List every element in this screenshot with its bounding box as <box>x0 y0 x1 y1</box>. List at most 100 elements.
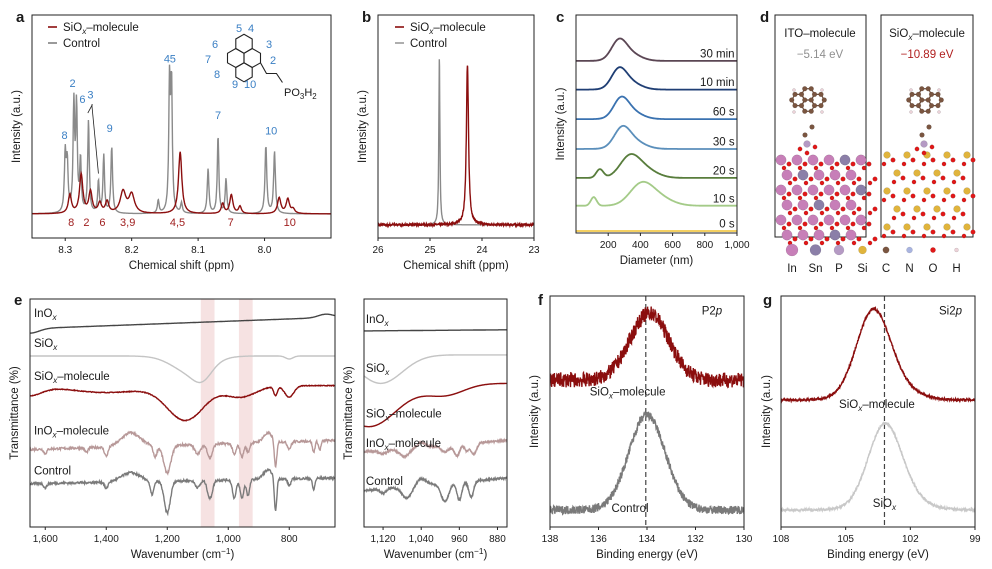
series-line-siox-molecule <box>378 65 534 229</box>
element-in-swatch <box>785 243 799 257</box>
legend-label: SiOx–molecule <box>63 22 139 36</box>
annotation-label: 0 s <box>719 219 735 231</box>
x-tick-label: 400 <box>632 240 649 251</box>
x-tick-label: 1,200 <box>155 534 180 545</box>
element-o-swatch <box>930 247 936 253</box>
plot-frame <box>780 295 976 528</box>
annotation-label: 9 <box>107 123 113 135</box>
annotation-label: 10 s <box>713 193 735 205</box>
annotation-label: InOx–molecule <box>34 426 109 440</box>
panel-label-a: a <box>16 9 25 26</box>
annotation-label: SiOx–molecule <box>590 386 666 400</box>
y-axis-label: Intensity (a.u.) <box>529 375 541 448</box>
atomic-structure-render <box>775 86 976 246</box>
annotation-label: 7 <box>228 217 234 229</box>
panel-label-d: d <box>760 9 769 26</box>
y-axis-label: Intensity (a.u.) <box>357 90 369 163</box>
atom-label: 7 <box>205 54 211 66</box>
ito-model-title: ITO–molecule <box>784 28 855 40</box>
annotation-label: InOx <box>366 314 390 328</box>
x-tick-label: 136 <box>590 534 607 545</box>
y-axis-label: Transmittance (%) <box>343 366 355 460</box>
series-line-inox-molecule <box>30 430 335 476</box>
panel-label-g: g <box>763 292 772 309</box>
plot-frame <box>29 298 336 528</box>
x-tick-label: 800 <box>281 534 298 545</box>
panel-d-dft-models: d ITO–molecule SiOx–molecule −5.14 eV −1… <box>760 9 976 275</box>
x-tick-label: 600 <box>664 240 681 251</box>
series-line-control <box>364 475 507 503</box>
element-label: H <box>952 263 960 275</box>
panel-c: 200 400 600 800 1,000 Diameter (nm) Intensity … <box>555 9 750 267</box>
annotation-label: InOx <box>34 308 58 322</box>
series-line-20-s <box>576 153 737 179</box>
annotation-label: 7 <box>215 110 221 122</box>
x-tick-label: 132 <box>687 534 704 545</box>
x-tick-label: 99 <box>969 534 981 545</box>
element-label: Sn <box>808 263 822 275</box>
x-tick-label: 105 <box>837 534 854 545</box>
y-axis-label: Intensity (a.u.) <box>555 87 567 160</box>
annotation-label: P2p <box>702 305 723 317</box>
series-line-inox <box>30 313 335 334</box>
x-tick-label: 23 <box>528 245 540 256</box>
siox-binding-energy: −10.89 eV <box>901 49 954 61</box>
x-tick-label: 102 <box>902 534 919 545</box>
element-label: In <box>787 263 797 275</box>
annotation-label: SiOx–molecule <box>34 371 110 385</box>
element-label: O <box>929 263 938 275</box>
x-axis-label: Binding energy (eV) <box>827 549 929 561</box>
series-line-siox <box>30 355 335 384</box>
series-line-control <box>378 59 534 226</box>
x-axis-label: Diameter (nm) <box>620 255 694 267</box>
x-axis-label: Chemical shift (ppm) <box>403 260 509 272</box>
x-tick-label: 130 <box>736 534 753 545</box>
panel-label-e: e <box>14 292 22 309</box>
x-tick-label: 200 <box>600 240 617 251</box>
atom-label: 10 <box>244 79 256 91</box>
panel-label-b: b <box>362 9 371 26</box>
series-line-control <box>30 467 335 517</box>
annotation-label: 60 s <box>713 107 735 119</box>
x-axis-label: Binding energy (eV) <box>596 549 698 561</box>
legend-label: Control <box>410 38 447 50</box>
x-tick-label: 8.2 <box>125 245 139 256</box>
annotation-label: Control <box>34 466 71 478</box>
annotation-label: 6 <box>99 217 105 229</box>
series-line-siox <box>364 354 507 385</box>
atom-label: 2 <box>270 55 276 67</box>
element-label: C <box>882 263 890 275</box>
siox-model-frame <box>880 14 974 238</box>
annotation-label: Control <box>611 503 648 515</box>
annotation-label: Si2p <box>939 305 963 317</box>
series-line-60-s <box>576 95 737 120</box>
x-tick-label: 880 <box>489 534 506 545</box>
pyrene-structure-diagram: 5 4 6 3 7 2 8 9 10 PO3H2 <box>205 23 317 101</box>
atom-label: 4 <box>248 23 254 35</box>
ito-binding-energy: −5.14 eV <box>797 49 844 61</box>
x-axis-label: Chemical shift (ppm) <box>129 260 235 272</box>
atom-label: 5 <box>236 23 242 35</box>
panel-e1: 1,600 1,400 1,200 1,000 800 Wavenumber (cm−1)… <box>9 292 336 561</box>
atom-label: 6 <box>212 39 218 51</box>
annotation-label: 5 <box>170 54 176 66</box>
annotation-label: SiOx–molecule <box>366 409 442 423</box>
annotation-label: 10 <box>265 126 277 138</box>
x-tick-label: 1,120 <box>371 534 396 545</box>
x-tick-label: 1,400 <box>94 534 119 545</box>
annotation-label: 8 <box>68 217 74 229</box>
element-label: Si <box>857 263 867 275</box>
annotation-label: SiOx <box>366 363 390 377</box>
x-axis-label: Wavenumber (cm−1) <box>384 547 488 561</box>
series-line-inox-molecule <box>364 437 507 460</box>
annotation-label: 2 <box>83 217 89 229</box>
series-line-siox-molecule <box>30 384 335 422</box>
series-line-siox-molecule <box>781 305 975 404</box>
series-line-siox <box>781 420 975 514</box>
panel-a: 8.3 8.2 8.1 8.0 Chemical shift (ppm) Intensit… <box>11 9 332 272</box>
element-p-swatch <box>833 244 845 256</box>
phosphonic-acid-group-label: PO3H2 <box>284 87 317 101</box>
y-axis-label: Intensity (a.u.) <box>761 375 773 448</box>
annotation-label: SiOx <box>34 338 58 352</box>
